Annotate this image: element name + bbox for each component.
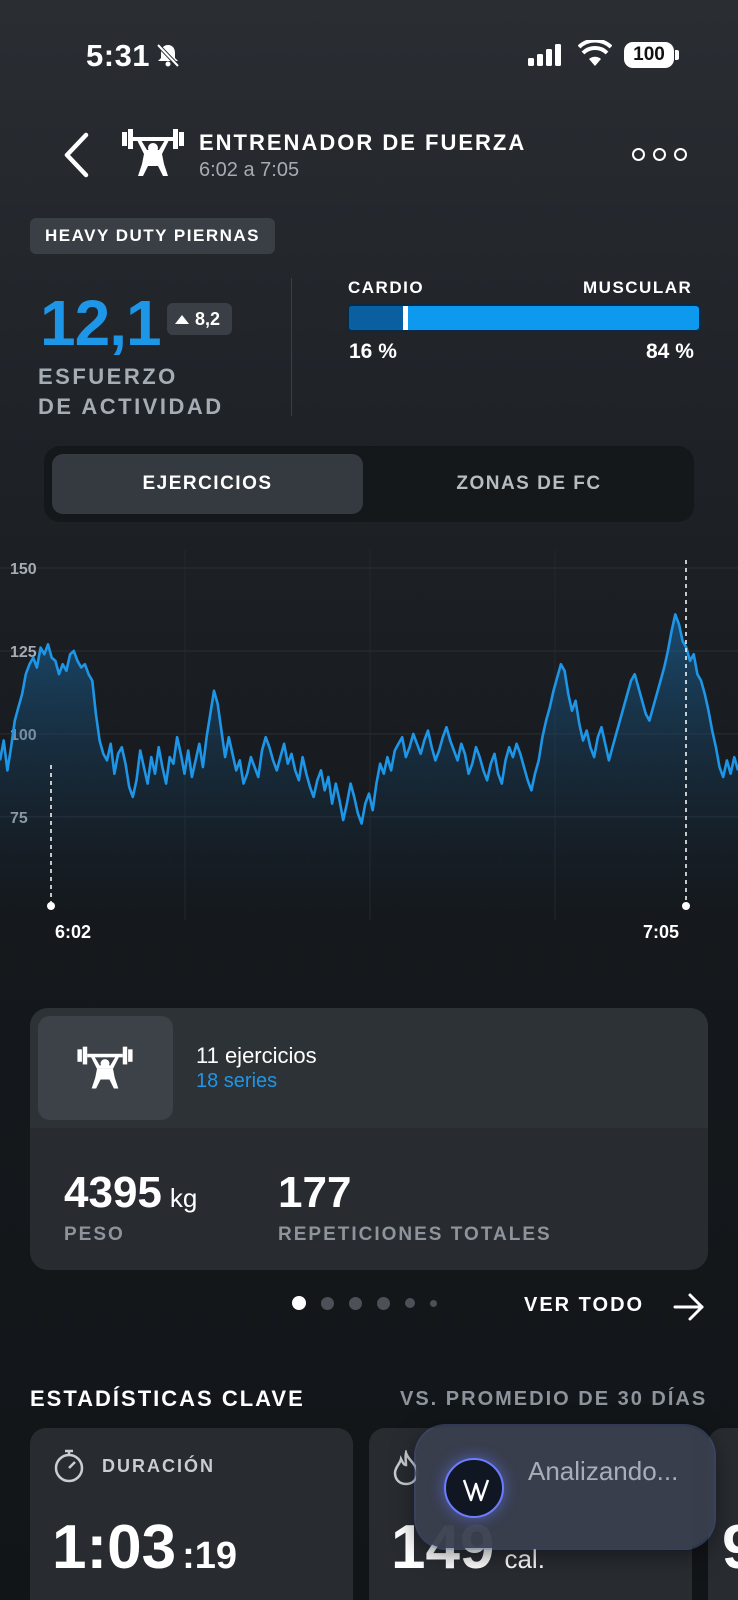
calories-unit: cal. — [504, 1544, 545, 1574]
workout-tag: HEAVY DUTY PIERNAS — [30, 218, 275, 254]
divider — [291, 278, 292, 416]
y-tick-label: 150 — [10, 561, 37, 578]
weight-number: 4395 — [64, 1168, 162, 1217]
workout-time-range: 6:02 a 7:05 — [199, 159, 300, 181]
weight-label: PESO — [64, 1224, 125, 1245]
analyzing-toast[interactable]: Analizando... — [416, 1426, 714, 1548]
page-dot-active — [292, 1296, 306, 1310]
reps-label: REPETICIONES TOTALES — [278, 1224, 552, 1245]
see-all-link[interactable]: VER TODO — [524, 1294, 645, 1316]
third-stat-value: 9 — [722, 1512, 738, 1583]
effort-delta-value: 8,2 — [195, 309, 221, 329]
page-dot — [430, 1299, 437, 1307]
muscular-percent: 84 % — [646, 340, 694, 363]
muscular-label: MUSCULAR — [583, 278, 693, 297]
page-dot — [349, 1296, 362, 1310]
activity-effort-label-line1: ESFUERZO — [38, 364, 178, 389]
signal-icon — [528, 44, 561, 66]
hr-area — [0, 614, 738, 920]
key-stats-comparison[interactable]: VS. PROMEDIO DE 30 DÍAS — [400, 1388, 708, 1410]
activity-effort-value: 12,1 — [40, 287, 162, 359]
stopwatch-icon — [54, 1449, 84, 1483]
cardio-label: CARDIO — [348, 278, 425, 297]
page-dot — [405, 1298, 415, 1308]
duration-label: DURACIÓN — [102, 1456, 215, 1476]
back-arrow-icon[interactable] — [62, 132, 92, 178]
chart-start-time: 6:02 — [55, 922, 92, 942]
more-options-icon[interactable] — [632, 148, 687, 161]
exercise-count: 11 ejercicios — [196, 1043, 317, 1068]
page-dot — [377, 1296, 390, 1310]
battery-tip — [675, 50, 679, 60]
cardio-bar-fill — [349, 306, 405, 330]
start-marker-dot — [47, 902, 55, 910]
assistant-logo — [444, 1458, 504, 1518]
duration-main: 1:03 — [52, 1513, 177, 1582]
workout-title: ENTRENADOR DE FUERZA — [199, 130, 527, 155]
exercises-card[interactable]: 11 ejercicios 18 series 4395 kg PESO 177 … — [30, 1008, 708, 1270]
series-count: 18 series — [196, 1070, 278, 1092]
assistant-icon — [462, 1479, 490, 1502]
reps-value: 177 — [278, 1168, 352, 1217]
pagination-dots — [292, 1296, 437, 1310]
activity-effort-label: ESFUERZO DE ACTIVIDAD — [38, 362, 224, 422]
cardio-percent: 16 % — [349, 340, 397, 363]
hr-line — [0, 613, 738, 825]
arrow-right-icon[interactable] — [672, 1290, 706, 1324]
analyzing-text: Analizando... — [528, 1456, 679, 1486]
cardio-bar-marker — [403, 306, 408, 330]
duration-card[interactable]: DURACIÓN 1:03:19 — [30, 1428, 353, 1600]
battery-indicator: 100 — [624, 42, 674, 68]
weightlifting-icon — [77, 1046, 133, 1089]
duration-value: 1:03:19 — [52, 1512, 237, 1583]
tab-hr-zones[interactable]: ZONAS DE FC — [456, 473, 602, 494]
weight-unit: kg — [169, 1183, 198, 1213]
tab-exercises[interactable]: EJERCICIOS — [52, 454, 363, 514]
weightlifting-icon — [122, 129, 184, 176]
duration-seconds: :19 — [182, 1535, 238, 1577]
exercise-icon-box — [38, 1016, 173, 1120]
status-time: 5:31 — [86, 38, 151, 73]
bell-muted-icon — [156, 43, 180, 68]
key-stats-title: ESTADÍSTICAS CLAVE — [30, 1386, 305, 1411]
page-dot — [321, 1296, 334, 1310]
activity-effort-label-line2: DE ACTIVIDAD — [38, 394, 224, 419]
y-tick-label: 125 — [10, 644, 37, 661]
chart-end-time: 7:05 — [643, 922, 680, 942]
cardio-muscular-bar — [347, 304, 701, 332]
effort-delta-badge: 8,2 — [167, 303, 233, 335]
triangle-up-icon — [175, 314, 189, 324]
heart-rate-chart[interactable]: 15012510075 — [0, 550, 738, 940]
wifi-icon — [578, 40, 612, 66]
weight-value: 4395 kg — [64, 1168, 197, 1218]
end-marker-dot — [682, 902, 690, 910]
